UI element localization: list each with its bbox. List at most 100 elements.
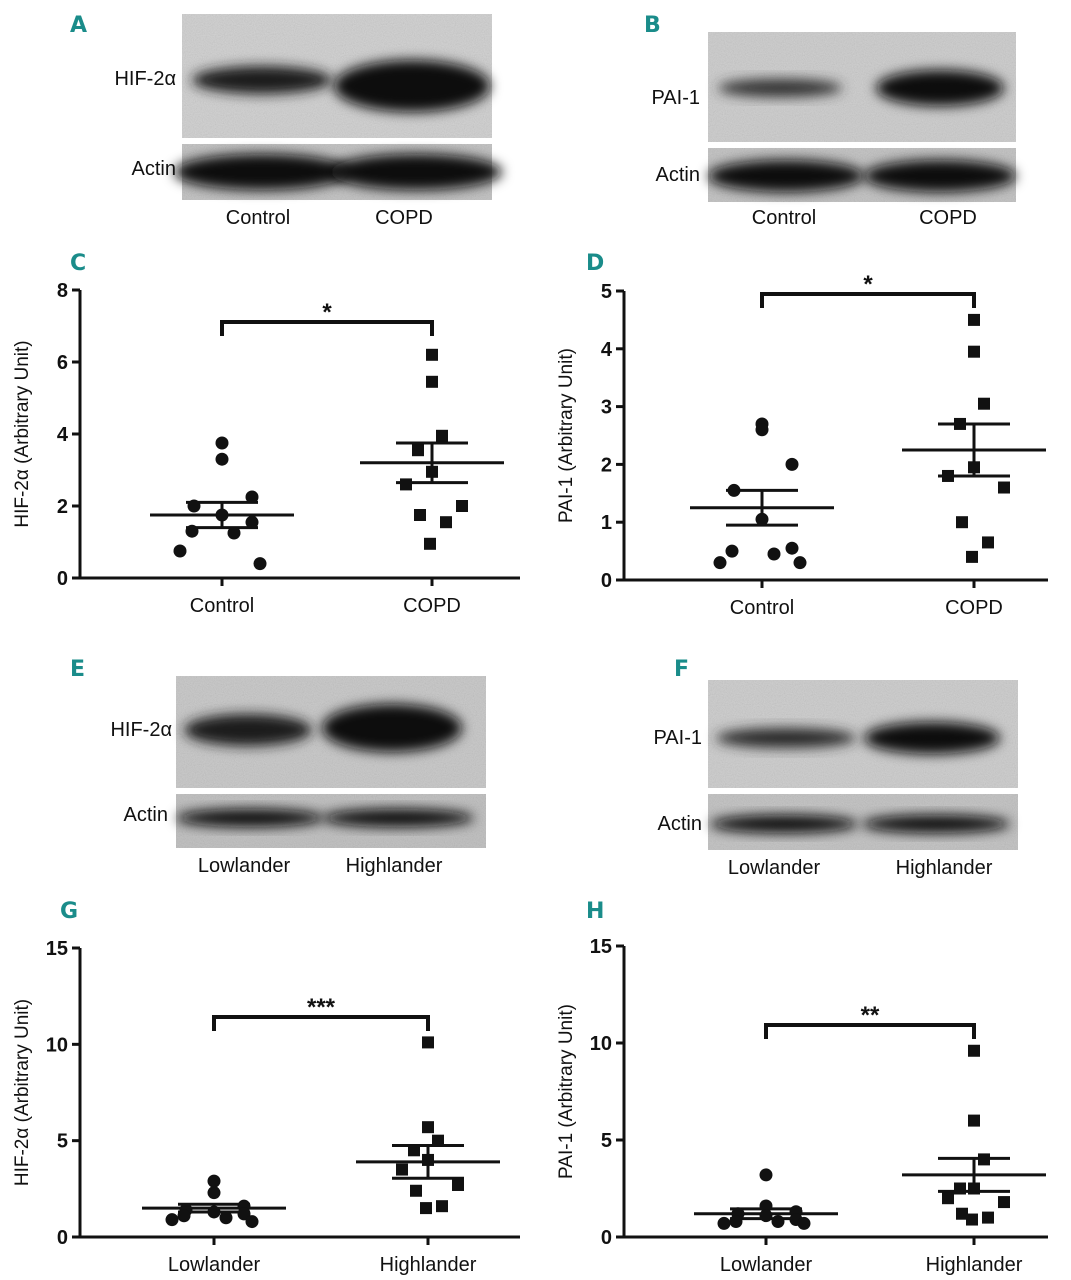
y-tick-label-d: 1 [601,512,612,534]
panel-label-h: H [586,899,604,924]
blot-f-actin-band-lowlander [710,815,858,833]
data-point-c-1 [412,444,424,457]
data-point-h-1 [966,1213,978,1226]
data-point-g-0 [207,1205,221,1219]
y-tick-label-h: 10 [590,1033,612,1055]
data-point-c-1 [426,465,438,478]
data-point-h-1 [956,1207,968,1220]
data-point-h-0 [729,1214,743,1228]
blot-a-actin-band-control [174,154,350,190]
blot-e-actin-label: Actin [124,804,168,826]
data-point-d-1 [956,516,968,529]
data-point-d-1 [954,417,966,430]
significance-bracket-g [212,1015,430,1031]
data-point-g-1 [422,1121,434,1134]
data-point-d-0 [755,512,769,526]
panel-label-f: F [674,657,689,682]
blot-e-lane-highlander: Highlander [346,855,443,877]
y-tick-label-d: 4 [601,339,613,361]
data-point-g-1 [422,1036,434,1049]
blot-f-band-highlander [864,722,1000,754]
significance-bracket-h [764,1023,976,1039]
data-point-c-0 [215,452,229,466]
data-point-c-0 [245,515,259,529]
blot-e-actin-band-highlander [322,809,474,827]
panel-label-b: B [644,13,661,38]
y-tick-label-c: 8 [57,280,68,302]
blot-a-protein-label: HIF-2α [114,68,176,90]
blot-b-actin-label: Actin [656,164,700,186]
y-tick-label-g: 5 [57,1131,68,1153]
data-point-h-0 [759,1168,773,1182]
data-point-c-0 [245,490,259,504]
data-point-h-0 [797,1216,811,1230]
data-point-c-0 [227,526,241,540]
x-category-label-c: Control [190,595,254,617]
x-category-label-c: COPD [403,595,461,617]
data-point-g-0 [219,1211,233,1225]
y-tick-label-c: 2 [57,496,68,518]
significance-label-h: ** [861,1002,880,1029]
data-point-d-1 [978,397,990,410]
y-axis-title-c: HIF-2α (Arbitrary Unit) [12,340,33,527]
western-blot-e: HIF-2α Actin Lowlander Highlander [110,676,486,877]
data-point-d-0 [725,544,739,558]
data-point-h-1 [968,1182,980,1195]
scatter-chart-c: 0 2 4 6 8 Control COPD HIF-2α (Arbitrary Unit) * [12,280,520,617]
y-tick-label-d: 5 [601,281,612,303]
data-point-c-1 [456,500,468,512]
data-point-h-0 [759,1199,773,1213]
data-point-h-1 [978,1153,990,1166]
blot-f-actin-band-highlander [862,815,1010,833]
y-tick-label-c: 0 [57,568,68,590]
data-point-c-1 [440,516,452,529]
data-point-g-0 [237,1207,251,1221]
western-blot-a: HIF-2α Actin Control COPD [114,14,502,229]
y-axis-title-h: PAI-1 (Arbitrary Unit) [556,1004,577,1179]
data-point-c-1 [426,375,438,388]
data-point-h-0 [759,1209,773,1223]
data-point-c-0 [185,524,199,538]
data-point-d-0 [713,556,727,570]
blot-a-actin-band-copd [330,154,502,190]
y-tick-label-d: 0 [601,570,612,592]
data-point-g-0 [177,1209,191,1223]
y-tick-label-h: 0 [601,1227,612,1249]
blot-a-band-control [192,66,332,94]
x-category-label-h: Lowlander [720,1254,813,1276]
blot-a-actin-label: Actin [132,158,176,180]
western-blot-b: PAI-1 Actin Control COPD [651,32,1016,229]
data-point-h-1 [942,1192,954,1205]
data-point-g-1 [408,1144,420,1157]
blot-f-protein-label: PAI-1 [653,727,702,749]
y-tick-label-h: 5 [601,1130,612,1152]
data-point-d-1 [968,313,980,326]
data-point-h-0 [717,1216,731,1230]
x-category-label-h: Highlander [926,1254,1023,1276]
data-point-d-1 [968,345,980,358]
data-point-d-1 [968,461,980,474]
blot-e-protein-label: HIF-2α [110,719,172,741]
data-point-g-1 [410,1184,422,1197]
data-point-h-0 [771,1214,785,1228]
significance-label-g: *** [307,994,336,1021]
scatter-chart-h: 0 5 10 15 Lowlander Highlander PAI-1 (Arbitrar… [556,936,1048,1276]
blot-b-lane-control: Control [752,207,816,229]
data-point-c-1 [424,537,436,550]
panel-label-g: G [60,899,78,924]
blot-b-actin-band-copd [864,160,1016,192]
x-category-label-g: Highlander [380,1254,477,1276]
scatter-chart-d: 0 1 2 3 4 5 Control COPD PAI-1 (Arbitrary Unit) * [556,271,1048,619]
blot-b-band-control [718,79,842,97]
data-point-d-0 [767,547,781,561]
y-axis-title-g: HIF-2α (Arbitrary Unit) [12,999,33,1186]
significance-label-d: * [863,271,873,298]
y-tick-label-d: 2 [601,454,612,476]
blot-b-protein-label: PAI-1 [651,87,700,109]
data-point-h-1 [998,1196,1010,1209]
data-point-g-1 [436,1200,448,1213]
data-point-d-0 [755,423,769,437]
data-point-g-1 [396,1163,408,1176]
data-point-c-0 [215,508,229,522]
data-point-d-0 [793,556,807,570]
